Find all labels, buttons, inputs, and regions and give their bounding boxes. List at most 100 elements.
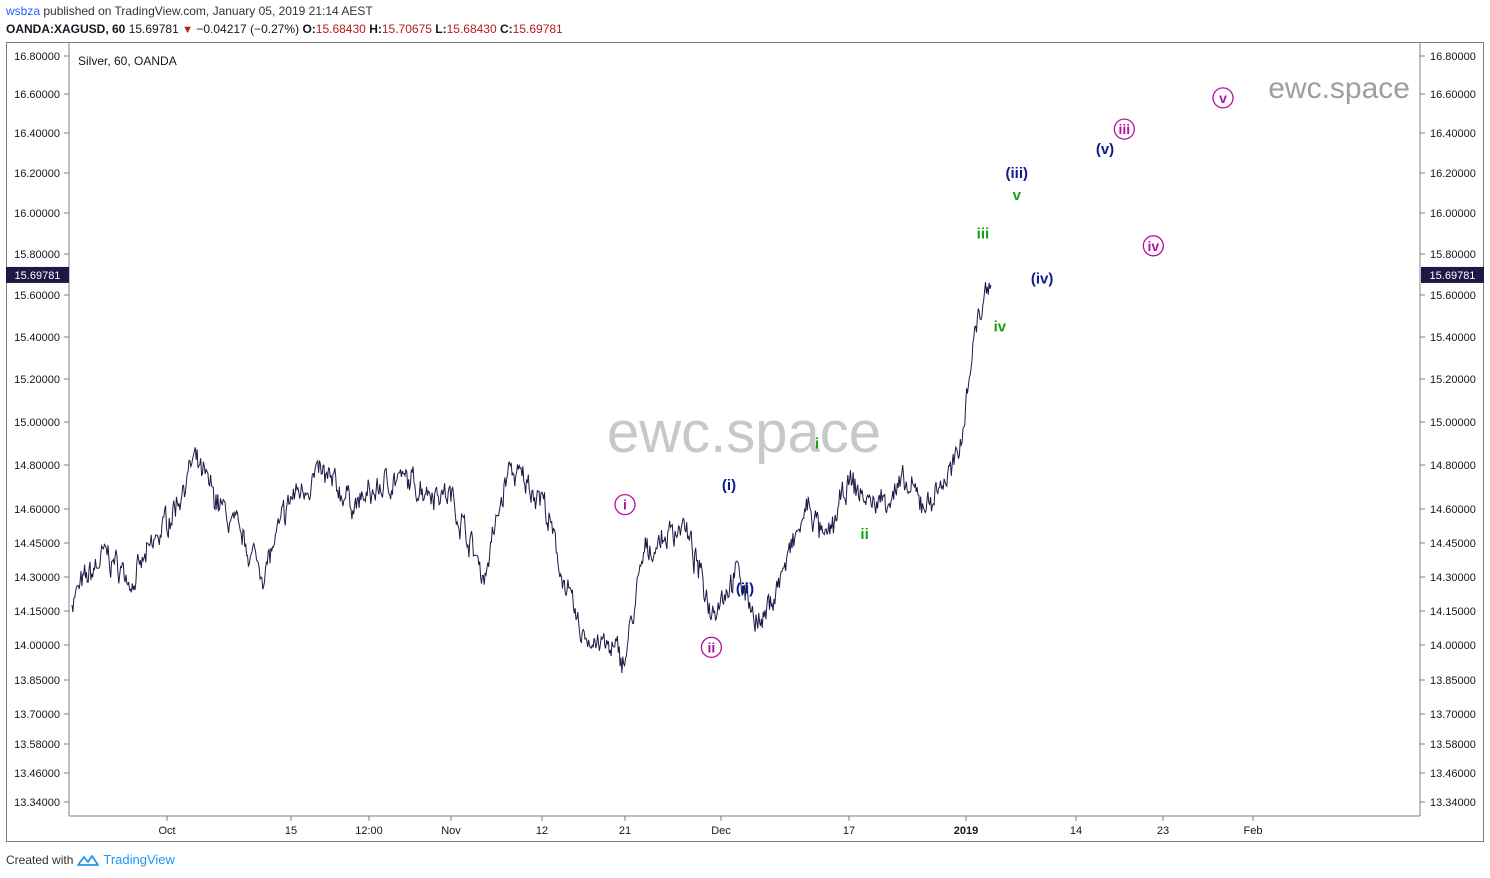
close-label: C: — [500, 22, 513, 36]
time-tick-label: Feb — [1244, 825, 1263, 837]
low-value: 15.68430 — [446, 22, 497, 36]
left-price-scale: 16.80000 16.60000 16.40000 16.20000 16.00000… — [14, 51, 69, 809]
time-tick-label: Dec — [711, 825, 731, 837]
wave-label: i — [623, 497, 627, 513]
right-price-tick-label: 14.30000 — [1430, 572, 1476, 584]
wave-label: v — [1013, 187, 1022, 204]
right-price-tick-label: 15.20000 — [1430, 374, 1476, 386]
left-price-tick-label: 15.40000 — [14, 332, 60, 344]
wave-label: i — [815, 436, 819, 453]
right-price-tick-label: 16.80000 — [1430, 51, 1476, 63]
wave-label: (ii) — [736, 580, 754, 597]
right-price-tick-label: 16.20000 — [1430, 168, 1476, 180]
wave-label-circle — [614, 493, 636, 516]
right-price-tick-label: 14.60000 — [1430, 504, 1476, 516]
time-tick-label: Oct — [158, 825, 175, 837]
open-value: 15.68430 — [315, 22, 366, 36]
time-tick-label: Nov — [441, 825, 461, 837]
left-price-tick-label: 13.70000 — [14, 709, 60, 721]
last-price: 15.69781 — [128, 22, 179, 36]
right-price-tick-label: 14.15000 — [1430, 606, 1476, 618]
right-price-tick-label: 15.00000 — [1430, 417, 1476, 429]
current-price-tags: 15.69781 15.69781 — [6, 266, 1484, 283]
time-tick-label: 23 — [1157, 825, 1169, 837]
open-label: O: — [302, 22, 316, 36]
right-price-tick-label: 13.85000 — [1430, 675, 1476, 687]
time-tick-label: 15 — [285, 825, 297, 837]
time-tick-label: 14 — [1070, 825, 1082, 837]
right-price-tick-label: 13.46000 — [1430, 768, 1476, 780]
right-price-tick-label: 15.60000 — [1430, 290, 1476, 302]
tradingview-brand[interactable]: TradingView — [103, 852, 175, 867]
close-value: 15.69781 — [512, 22, 563, 36]
right-price-tick-label: 14.80000 — [1430, 460, 1476, 472]
time-tick-label: 12:00 — [355, 825, 383, 837]
wave-label: (iii) — [1006, 165, 1029, 182]
created-with-text: Created with — [6, 852, 74, 867]
high-value: 15.70675 — [381, 22, 432, 36]
time-tick-label: 17 — [843, 825, 855, 837]
right-price-tick-label: 15.80000 — [1430, 249, 1476, 261]
published-text: published on TradingView.com, January 05… — [43, 4, 373, 18]
wave-label-circle — [700, 636, 723, 658]
wave-label: ii — [708, 639, 716, 655]
wave-label-circle — [1142, 235, 1164, 257]
wave-label-circle — [1212, 87, 1234, 109]
right-price-tick-label: 16.00000 — [1430, 208, 1476, 220]
wave-label: iv — [994, 319, 1007, 336]
time-tick-label: 12 — [536, 825, 548, 837]
wave-label: iii — [977, 226, 990, 243]
right-price-tick-label: 13.58000 — [1430, 739, 1476, 751]
wave-label: iv — [1147, 238, 1159, 254]
publisher-name[interactable]: wsbza — [6, 4, 41, 18]
left-price-tick-label: 16.60000 — [14, 89, 60, 101]
wave-label: v — [1219, 90, 1227, 106]
time-scale[interactable]: Oct 15 12:00 Nov 12 21 Dec 17 2019 14 23 Feb — [158, 816, 1262, 837]
right-price-tick-label: 15.40000 — [1430, 332, 1476, 344]
left-price-tick-label: 14.80000 — [14, 460, 60, 472]
wave-label: (iv) — [1031, 271, 1054, 288]
left-price-tick-label: 13.85000 — [14, 675, 60, 687]
footer: Created with TradingView — [6, 852, 175, 867]
wave-label: (v) — [1096, 141, 1114, 158]
watermark-corner: ewc.space — [1268, 72, 1410, 105]
left-price-tick-label: 16.00000 — [14, 208, 60, 220]
left-price-tick-label: 14.15000 — [14, 606, 60, 618]
chart-title: Silver, 60, OANDA — [78, 54, 177, 68]
left-price-tick-label: 14.45000 — [14, 538, 60, 550]
right-price-tick-label: 14.00000 — [1430, 640, 1476, 652]
left-price-tick-label: 15.20000 — [14, 374, 60, 386]
left-price-tick-label: 16.80000 — [14, 51, 60, 63]
wave-label: (i) — [722, 477, 736, 494]
right-price-tick-label: 13.70000 — [1430, 709, 1476, 721]
right-price-scale[interactable]: 16.80000 16.60000 16.40000 16.20000 16.00000… — [1420, 51, 1476, 809]
left-price-tick-label: 13.34000 — [14, 797, 60, 809]
left-price-tick-label: 15.00000 — [14, 417, 60, 429]
left-price-tick-label: 13.46000 — [14, 768, 60, 780]
down-triangle-icon: ▼ — [182, 24, 193, 36]
symbol-name: OANDA:XAGUSD, 60 — [6, 22, 126, 36]
left-price-tick-label: 16.40000 — [14, 128, 60, 140]
right-price-tick-label: 13.34000 — [1430, 797, 1476, 809]
wave-label: ii — [860, 526, 868, 543]
left-price-tick-label: 15.60000 — [14, 290, 60, 302]
chart-frame — [6, 42, 1484, 842]
left-current-price-label: 15.69781 — [15, 270, 61, 282]
price-series-line — [71, 282, 992, 674]
watermark-center: ewc.space — [607, 400, 881, 465]
tradingview-logo-icon — [77, 854, 100, 866]
left-price-tick-label: 14.00000 — [14, 640, 60, 652]
right-price-tick-label: 16.40000 — [1430, 128, 1476, 140]
left-price-tick-label: 15.80000 — [14, 249, 60, 261]
left-price-tick-label: 14.30000 — [14, 572, 60, 584]
price-change: −0.04217 (−0.27%) — [196, 22, 300, 36]
left-price-tick-label: 13.58000 — [14, 739, 60, 751]
wave-label: iii — [1118, 121, 1130, 137]
low-label: L: — [435, 22, 447, 36]
right-current-price-label: 15.69781 — [1430, 270, 1476, 282]
left-current-price-tag — [6, 266, 69, 283]
right-current-price-tag — [1421, 266, 1484, 283]
symbol-info-bar: OANDA:XAGUSD, 60 15.69781 ▼ −0.04217 (−0… — [6, 22, 563, 36]
